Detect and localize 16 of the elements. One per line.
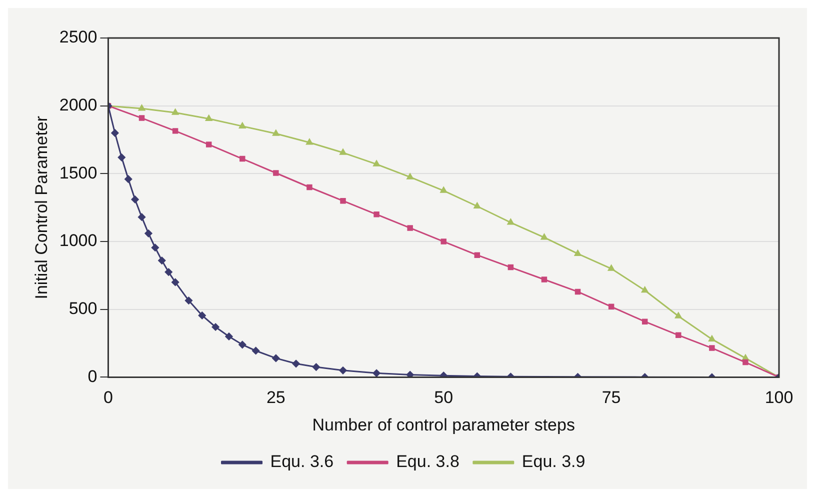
legend-label: Equ. 3.9 (522, 452, 586, 472)
y-tick-label: 500 (68, 299, 98, 318)
legend-label: Equ. 3.8 (396, 452, 460, 472)
x-tick-label: 100 (764, 388, 794, 408)
y-tick-label: 1000 (59, 231, 98, 250)
x-tick-label: 50 (434, 388, 454, 408)
y-tick-label: 0 (88, 366, 98, 386)
x-tick-label: 75 (602, 388, 621, 408)
x-tick-label: 0 (103, 388, 113, 408)
y-tick-label: 1500 (59, 163, 98, 182)
x-tick-label: 25 (266, 388, 286, 408)
y-tick-label: 2500 (59, 28, 98, 47)
y-axis-title: Initial Control Parameter (32, 116, 51, 300)
x-axis-title: Number of control parameter steps (312, 415, 575, 434)
legend-label: Equ. 3.6 (270, 452, 334, 472)
y-tick-label: 2000 (59, 96, 98, 115)
